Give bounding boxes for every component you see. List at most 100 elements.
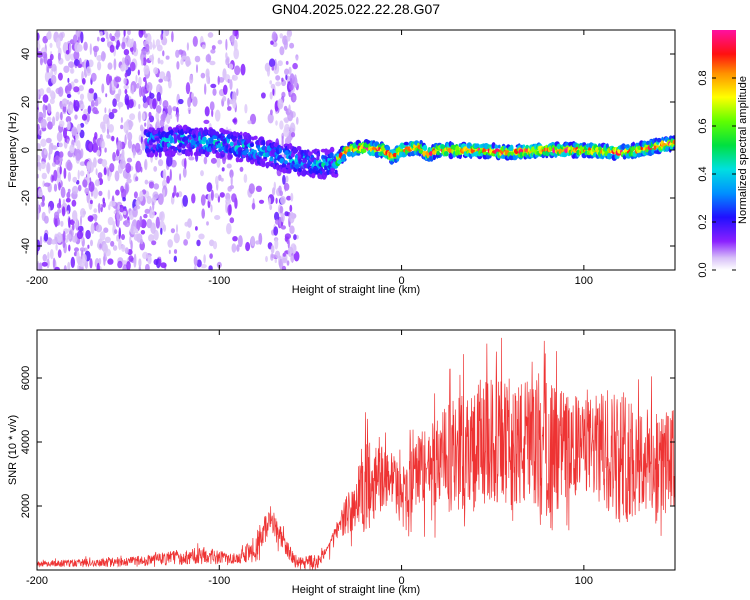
spectrogram-cell xyxy=(50,142,54,149)
spectrogram-cell xyxy=(125,130,129,136)
spectrogram-cell xyxy=(226,139,230,144)
spectrogram-cell xyxy=(272,87,275,96)
spectrogram-cell xyxy=(107,216,114,226)
spectrogram-cell xyxy=(90,239,93,247)
spectrogram-cell xyxy=(116,40,120,48)
x-tick-label: 0 xyxy=(399,275,405,287)
spectrogram-cell xyxy=(44,215,49,224)
spectrogram-cell xyxy=(296,146,302,151)
colorbar-gradient xyxy=(712,30,736,270)
spectrogram-cell xyxy=(279,120,284,130)
x-tick-label: -100 xyxy=(208,275,230,287)
spectrogram-cell xyxy=(124,54,131,66)
spectrogram-cell xyxy=(196,64,198,74)
spectrogram-cell xyxy=(96,149,101,157)
spectrogram-cell xyxy=(108,112,115,120)
spectrogram-cell xyxy=(112,98,117,107)
spectrogram-cell xyxy=(293,234,297,241)
spectrogram-cell xyxy=(124,219,131,228)
spectrogram-cell xyxy=(80,215,82,226)
spectrogram-cell xyxy=(76,230,84,240)
spectrogram-cell xyxy=(210,49,216,54)
spectrogram-cell xyxy=(665,146,670,152)
spectrogram-cell xyxy=(194,127,199,132)
spectrogram-cell xyxy=(175,49,180,58)
spectrogram-cell xyxy=(222,156,226,165)
spectrogram-cell xyxy=(61,206,66,217)
spectrogram-cell xyxy=(68,217,71,228)
spectrogram-cell xyxy=(289,73,295,85)
spectrogram-cell xyxy=(130,223,134,234)
spectrogram-cell xyxy=(163,76,169,82)
spectrogram-cell xyxy=(166,113,171,124)
spectrogram-cell xyxy=(123,77,127,85)
spectrogram-cell xyxy=(194,55,201,63)
spectrogram-cell xyxy=(39,57,43,66)
spectrogram-cell xyxy=(168,249,171,255)
spectrogram-cell xyxy=(289,225,295,234)
spectrogram-cell xyxy=(66,210,69,215)
spectrogram-cell xyxy=(136,82,140,89)
spectrogram-cell xyxy=(129,113,136,121)
spectrogram-cell xyxy=(49,90,55,98)
spectrogram-cell xyxy=(361,148,367,154)
spectrogram-cell xyxy=(216,156,221,168)
spectrogram-cell xyxy=(93,187,98,199)
spectrogram-cell xyxy=(54,211,60,219)
spectrogram-cell xyxy=(159,119,165,128)
spectrogram-cell xyxy=(183,239,189,246)
spectrogram-cell xyxy=(104,107,107,114)
spectrogram-cell xyxy=(77,264,80,270)
spectrogram-cell xyxy=(96,262,100,270)
spectrogram-cell xyxy=(40,138,47,147)
spectrogram-cell xyxy=(46,116,52,122)
spectrogram-cell xyxy=(204,106,210,117)
spectrogram-cell xyxy=(186,231,191,240)
spectrogram-cell xyxy=(74,114,78,120)
spectrogram-cell xyxy=(143,213,148,219)
spectrogram-cell xyxy=(97,61,102,71)
spectrogram-cell xyxy=(232,131,237,137)
spectrogram-cell xyxy=(122,197,126,202)
y-tick-label: 2000 xyxy=(20,494,32,518)
colorbar-ticks: 0.0 0.2 0.4 0.6 0.8 xyxy=(697,70,736,278)
spectrogram-cell xyxy=(82,179,88,188)
spectrogram-cell xyxy=(86,112,90,123)
spectrogram-cell xyxy=(137,111,141,121)
spectrogram-cell xyxy=(106,73,111,86)
spectrogram-cell xyxy=(60,186,66,198)
spectrogram-cell xyxy=(247,120,252,125)
spectrogram-cell xyxy=(279,46,285,56)
spectrogram-cell xyxy=(54,155,61,165)
spectrogram-cell xyxy=(139,124,144,132)
spectrogram-cell xyxy=(133,233,140,241)
spectrogram-cell xyxy=(93,157,97,168)
spectrogram-cell xyxy=(80,103,85,110)
spectrogram-cell xyxy=(37,109,40,119)
spectrogram-cell xyxy=(63,65,70,74)
spectrogram-cell xyxy=(79,247,86,252)
spectrogram-cell xyxy=(81,114,88,121)
spectrogram-cell xyxy=(77,184,82,192)
spectrogram-cell xyxy=(186,42,189,51)
spectrogram-cell xyxy=(66,99,70,105)
spectrogram-cell xyxy=(195,226,198,231)
spectrogram-cell xyxy=(47,162,50,175)
spectrogram-cell xyxy=(245,241,251,252)
spectrogram-cell xyxy=(58,120,65,128)
spectrogram-cell xyxy=(626,144,630,149)
spectrogram-cell xyxy=(167,105,172,116)
spectrogram-cell xyxy=(151,240,157,246)
spectrogram-cell xyxy=(141,141,145,151)
spectrogram-cell xyxy=(109,163,115,173)
spectrogram-cell xyxy=(70,256,76,268)
spectrogram-cell xyxy=(57,52,61,61)
spectrogram-cell xyxy=(113,58,117,71)
spectrogram-cell xyxy=(274,219,280,225)
spectrogram-cell xyxy=(497,144,501,149)
spectrogram-cell xyxy=(114,229,118,235)
spectrogram-cell xyxy=(123,84,129,90)
spectrogram-cell xyxy=(68,61,75,68)
spectrogram-cell xyxy=(69,42,72,53)
